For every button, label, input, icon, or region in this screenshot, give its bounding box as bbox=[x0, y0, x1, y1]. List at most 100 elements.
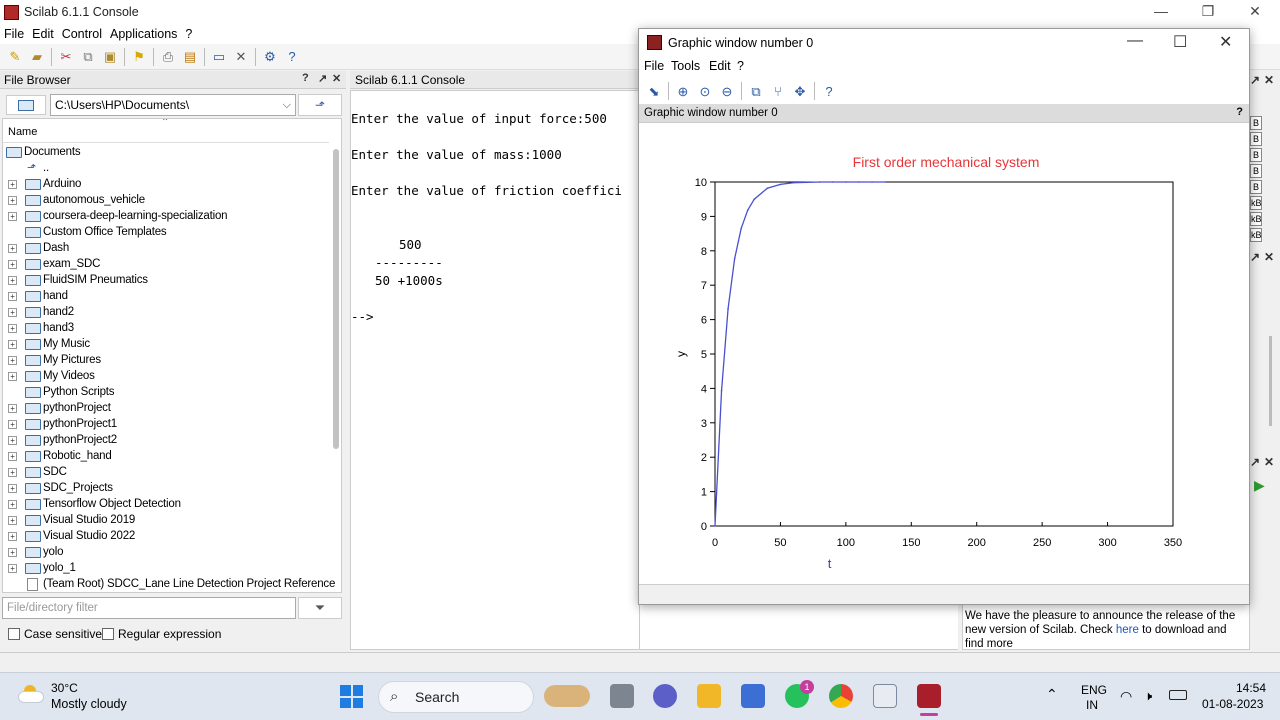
expand-icon[interactable]: + bbox=[8, 484, 17, 493]
expand-icon[interactable]: + bbox=[8, 404, 17, 413]
tree-folder-item[interactable]: + hand bbox=[3, 288, 329, 304]
rotate-icon[interactable]: ⧉ bbox=[751, 83, 761, 99]
case-sensitive-checkbox[interactable] bbox=[8, 627, 20, 640]
taskbar-search[interactable]: ⌕ Search bbox=[378, 681, 534, 713]
open-file-icon[interactable]: ▰ bbox=[32, 49, 42, 64]
menu-file[interactable]: File bbox=[4, 27, 25, 41]
expand-icon[interactable]: + bbox=[8, 548, 17, 557]
scrollbar-thumb[interactable] bbox=[333, 149, 339, 449]
undock-icon[interactable]: ↗ bbox=[318, 73, 328, 85]
language-indicator[interactable]: ENG bbox=[1081, 683, 1108, 697]
expand-icon[interactable]: + bbox=[8, 532, 17, 541]
help-icon[interactable]: ? bbox=[288, 49, 296, 64]
tree-folder-item[interactable]: + coursera-deep-learning-specialization bbox=[3, 208, 329, 224]
run-icon[interactable]: ▶ bbox=[1254, 477, 1265, 493]
tree-folder-item[interactable]: Custom Office Templates bbox=[3, 224, 329, 240]
filter-button[interactable]: ⏷ bbox=[298, 597, 342, 619]
tree-folder-item[interactable]: + Tensorflow Object Detection bbox=[3, 496, 329, 512]
undock-icon[interactable]: ↗ bbox=[1250, 73, 1261, 87]
close-icon[interactable]: ✕ bbox=[1264, 455, 1275, 469]
weather-description[interactable]: Mostly cloudy bbox=[51, 697, 127, 711]
search-highlight-icon[interactable] bbox=[544, 685, 590, 707]
close-icon[interactable]: ✕ bbox=[1264, 73, 1275, 87]
teams-chat-icon[interactable] bbox=[653, 684, 677, 708]
windows-start-icon[interactable] bbox=[340, 685, 363, 708]
battery-icon[interactable] bbox=[1169, 690, 1187, 700]
menu-control[interactable]: Control bbox=[61, 27, 102, 41]
directory-filter-input[interactable]: File/directory filter bbox=[2, 597, 296, 619]
datatip-icon[interactable]: ⬊ bbox=[648, 83, 660, 99]
tree-folder-item[interactable]: + Dash bbox=[3, 240, 329, 256]
help-icon[interactable]: ? bbox=[1236, 106, 1243, 118]
zoom-in-icon[interactable]: ⊕ bbox=[677, 83, 689, 99]
expand-icon[interactable]: + bbox=[8, 564, 17, 573]
close-icon[interactable]: ✕ bbox=[332, 73, 342, 85]
tree-folder-item[interactable]: + FluidSIM Pneumatics bbox=[3, 272, 329, 288]
tree-folder-item[interactable]: + Robotic_hand bbox=[3, 448, 329, 464]
chevron-up-icon[interactable]: ⌃ bbox=[1046, 686, 1058, 702]
menu-applications[interactable]: Applications bbox=[110, 27, 178, 41]
graphic-menu-file[interactable]: File bbox=[644, 59, 665, 73]
expand-icon[interactable]: + bbox=[8, 212, 17, 221]
copy-icon[interactable]: ⧉ bbox=[83, 49, 93, 64]
document-app-icon[interactable] bbox=[873, 684, 897, 708]
tree-folder-item[interactable]: + hand2 bbox=[3, 304, 329, 320]
tree-folder-item[interactable]: + yolo_1 bbox=[3, 560, 329, 576]
help-icon[interactable]: ? bbox=[825, 83, 833, 99]
expand-icon[interactable]: + bbox=[8, 516, 17, 525]
tree-folder-item[interactable]: + exam_SDC bbox=[3, 256, 329, 272]
expand-icon[interactable]: + bbox=[8, 180, 17, 189]
zoom-icon[interactable]: ⊙ bbox=[699, 83, 711, 99]
tree-folder-item[interactable]: + Visual Studio 2019 bbox=[3, 512, 329, 528]
expand-icon[interactable]: + bbox=[8, 244, 17, 253]
task-view-icon[interactable] bbox=[610, 684, 634, 708]
cut-icon[interactable]: ✂ bbox=[60, 49, 72, 64]
tree-folder-item[interactable]: + hand3 bbox=[3, 320, 329, 336]
print-icon[interactable]: ⎙ bbox=[162, 49, 174, 64]
tree-folder-item[interactable]: + autonomous_vehicle bbox=[3, 192, 329, 208]
expand-icon[interactable]: + bbox=[8, 196, 17, 205]
tree-folder-item[interactable]: + yolo bbox=[3, 544, 329, 560]
expand-icon[interactable]: + bbox=[8, 356, 17, 365]
case-sensitive-option[interactable]: Case sensitive bbox=[8, 626, 102, 641]
regular-expression-option[interactable]: Regular expression bbox=[102, 626, 221, 641]
expand-icon[interactable]: + bbox=[8, 292, 17, 301]
scrollbar-thumb[interactable] bbox=[1269, 336, 1272, 426]
graphic-menu-help[interactable]: ? bbox=[737, 59, 744, 73]
expand-icon[interactable]: + bbox=[8, 260, 17, 269]
tree-folder-item[interactable]: + pythonProject1 bbox=[3, 416, 329, 432]
clock-time[interactable]: 14:54 bbox=[1236, 681, 1267, 695]
new-script-icon[interactable]: ✎ bbox=[9, 49, 21, 64]
parent-directory-button[interactable]: ⬏ bbox=[298, 94, 342, 116]
plot-area[interactable]: 0 50 100 150 200 250 300 350 0 1 2 3 4 5 6 7 8 9 10 First o… bbox=[639, 124, 1249, 584]
close-icon[interactable]: ✕ bbox=[1219, 34, 1233, 51]
expand-icon[interactable]: + bbox=[8, 372, 17, 381]
undock-icon[interactable]: ↗ bbox=[1250, 455, 1261, 469]
file-explorer-icon[interactable] bbox=[697, 684, 721, 708]
maximize-icon[interactable]: ☐ bbox=[1173, 34, 1188, 51]
expand-icon[interactable]: + bbox=[8, 420, 17, 429]
expand-icon[interactable]: + bbox=[8, 436, 17, 445]
path-combobox[interactable]: C:\Users\HP\Documents\ ⌵ bbox=[50, 94, 296, 116]
news-download-link[interactable]: here bbox=[1115, 624, 1139, 636]
tree-folder-item[interactable]: + My Pictures bbox=[3, 352, 329, 368]
change-directory-icon[interactable]: ⚑ bbox=[133, 49, 145, 64]
zoom-out-icon[interactable]: ⊖ bbox=[721, 83, 733, 99]
minimize-icon[interactable]: — bbox=[1154, 3, 1168, 19]
tree-root-documents[interactable]: Documents bbox=[3, 144, 329, 160]
expand-icon[interactable]: + bbox=[8, 324, 17, 333]
module-manager-icon[interactable]: ⚙ bbox=[264, 49, 276, 64]
xcos-icon[interactable]: ✕ bbox=[235, 49, 247, 64]
file-tree[interactable]: Name ⌃ Documents ⬏ .. + Arduino + autonomou… bbox=[2, 118, 342, 593]
close-icon[interactable]: ✕ bbox=[1249, 3, 1261, 19]
speaker-muted-icon[interactable]: 🕨 bbox=[1144, 688, 1153, 703]
tree-parent-directory[interactable]: ⬏ .. bbox=[27, 162, 49, 174]
region-indicator[interactable]: IN bbox=[1086, 698, 1098, 712]
expand-icon[interactable]: + bbox=[8, 500, 17, 509]
close-icon[interactable]: ✕ bbox=[1264, 250, 1275, 264]
expand-icon[interactable]: + bbox=[8, 276, 17, 285]
name-column-header[interactable]: Name ⌃ bbox=[3, 119, 329, 143]
menu-edit[interactable]: Edit bbox=[32, 27, 54, 41]
expand-icon[interactable]: + bbox=[8, 452, 17, 461]
paste-icon[interactable]: ▣ bbox=[103, 49, 117, 64]
